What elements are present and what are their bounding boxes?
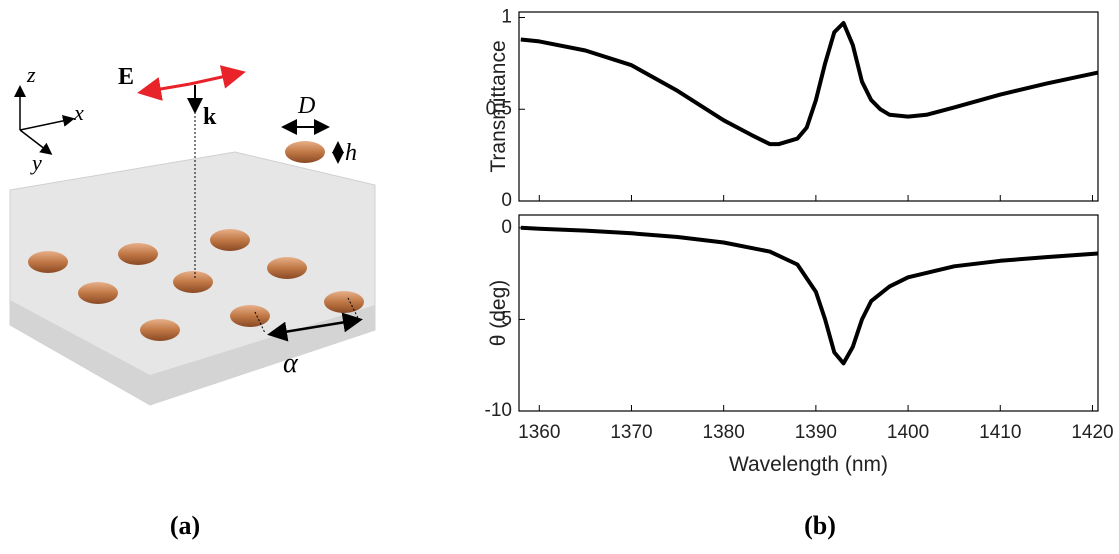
x-tick-label: 1410 <box>979 422 1021 443</box>
y-tick-label: 0.5 <box>486 98 512 119</box>
label-y: y <box>30 150 42 175</box>
label-e: E <box>118 64 134 90</box>
label-k: k <box>203 104 217 130</box>
y-axis-label: θ (deg) <box>487 280 510 347</box>
substrate-side <box>10 300 375 405</box>
x-tick-label: 1420 <box>1071 422 1113 443</box>
label-z: z <box>26 62 36 87</box>
data-line <box>520 21 1099 147</box>
y-tick-label: 0 <box>501 190 512 211</box>
x-tick-label: 1400 <box>887 422 929 443</box>
label-d: D <box>297 93 315 119</box>
diagram: E k D h α z x y <box>9 62 376 406</box>
disks <box>28 141 364 341</box>
e-arrow <box>137 77 191 101</box>
x-tick-label: 1360 <box>518 422 560 443</box>
label-h: h <box>345 140 357 166</box>
alpha-arrow <box>314 312 363 333</box>
y-axis-label: Transmittance <box>487 40 510 172</box>
label-alpha: α <box>283 348 299 379</box>
alpha-arrow <box>267 321 316 342</box>
x-tick-label: 1380 <box>703 422 745 443</box>
data-line <box>520 225 1099 366</box>
panel-label: (a) <box>170 511 200 540</box>
label-x: x <box>73 100 84 125</box>
y-tick-label: 0 <box>501 217 512 238</box>
axis-y <box>19 129 53 155</box>
x-axis-label: Wavelength (nm) <box>729 453 888 476</box>
panel-label: (b) <box>804 511 836 540</box>
y-tick-label: -10 <box>485 400 512 421</box>
e-arrow <box>189 65 246 89</box>
y-tick-label: -5 <box>495 308 512 329</box>
y-tick-label: 1 <box>501 7 512 28</box>
plot-frame <box>518 11 1099 202</box>
plot-frame <box>518 214 1099 412</box>
x-tick-label: 1370 <box>610 422 652 443</box>
x-tick-label: 1390 <box>795 422 837 443</box>
axis-x <box>19 114 75 131</box>
